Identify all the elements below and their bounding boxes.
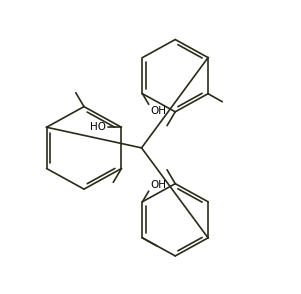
Text: OH: OH (150, 106, 166, 116)
Text: OH: OH (150, 180, 166, 190)
Text: HO: HO (90, 122, 106, 132)
